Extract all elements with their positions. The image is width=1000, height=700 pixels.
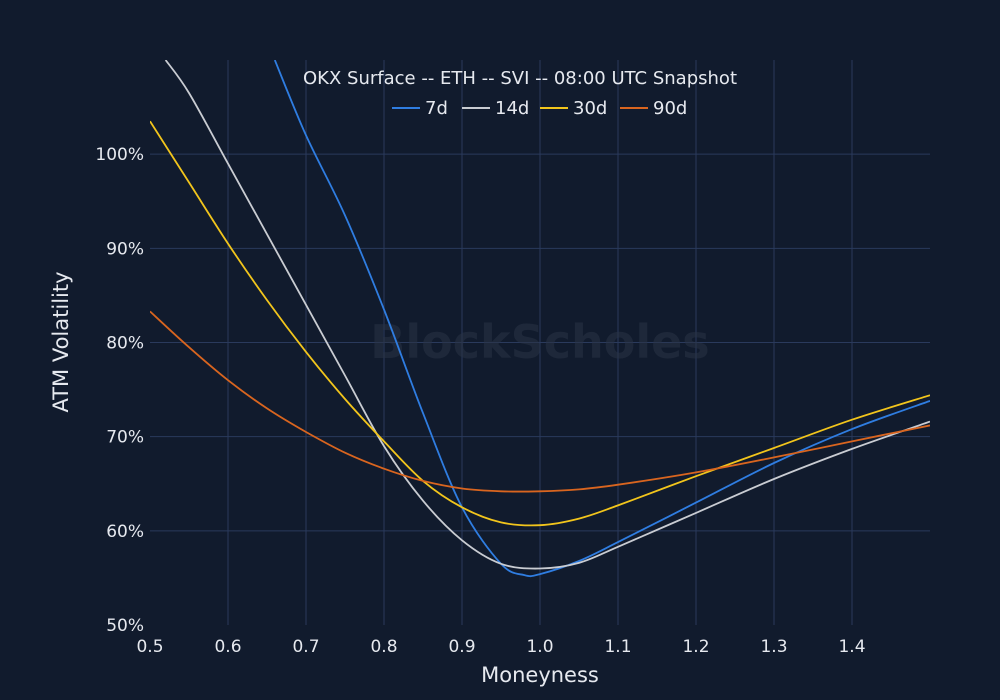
series-line-7d: [273, 60, 930, 578]
x-tick-label: 0.9: [448, 637, 475, 657]
y-tick-label: 80%: [106, 334, 144, 354]
y-axis-ticks: 50% 60% 70% 80% 90% 100%: [95, 145, 144, 636]
series-line-30d: [150, 120, 930, 527]
legend-item-7d[interactable]: 7d: [392, 98, 448, 119]
legend-label: 14d: [495, 98, 529, 119]
chart-title: OKX Surface -- ETH -- SVI -- 08:00 UTC S…: [303, 68, 737, 89]
watermark: BlockScholes: [370, 315, 709, 369]
legend-item-30d[interactable]: 30d: [540, 98, 607, 119]
series-layer: [150, 60, 930, 578]
x-tick-label: 0.6: [214, 637, 241, 657]
series-line-14d: [164, 60, 930, 570]
x-tick-label: 0.5: [136, 637, 163, 657]
x-axis-title: Moneyness: [481, 663, 599, 687]
y-tick-label: 100%: [95, 145, 144, 165]
x-axis-ticks: 0.5 0.6 0.7 0.8 0.9 1.0 1.1 1.2 1.3 1.4: [136, 637, 865, 657]
legend: 7d 14d 30d 90d: [392, 98, 687, 119]
grid: [150, 60, 930, 625]
y-tick-label: 60%: [106, 522, 144, 542]
x-tick-label: 0.8: [370, 637, 397, 657]
y-tick-label: 90%: [106, 239, 144, 259]
x-tick-label: 1.2: [682, 637, 709, 657]
x-tick-label: 1.3: [760, 637, 787, 657]
y-tick-label: 70%: [106, 428, 144, 448]
legend-label: 30d: [573, 98, 607, 119]
legend-item-90d[interactable]: 90d: [620, 98, 687, 119]
y-tick-label: 50%: [106, 616, 144, 636]
legend-label: 90d: [653, 98, 687, 119]
x-tick-label: 1.0: [526, 637, 553, 657]
y-axis-title: ATM Volatility: [49, 271, 73, 412]
x-tick-label: 0.7: [292, 637, 319, 657]
legend-label: 7d: [425, 98, 448, 119]
x-tick-label: 1.4: [838, 637, 865, 657]
legend-item-14d[interactable]: 14d: [462, 98, 529, 119]
x-tick-label: 1.1: [604, 637, 631, 657]
series-line-90d: [150, 310, 930, 493]
